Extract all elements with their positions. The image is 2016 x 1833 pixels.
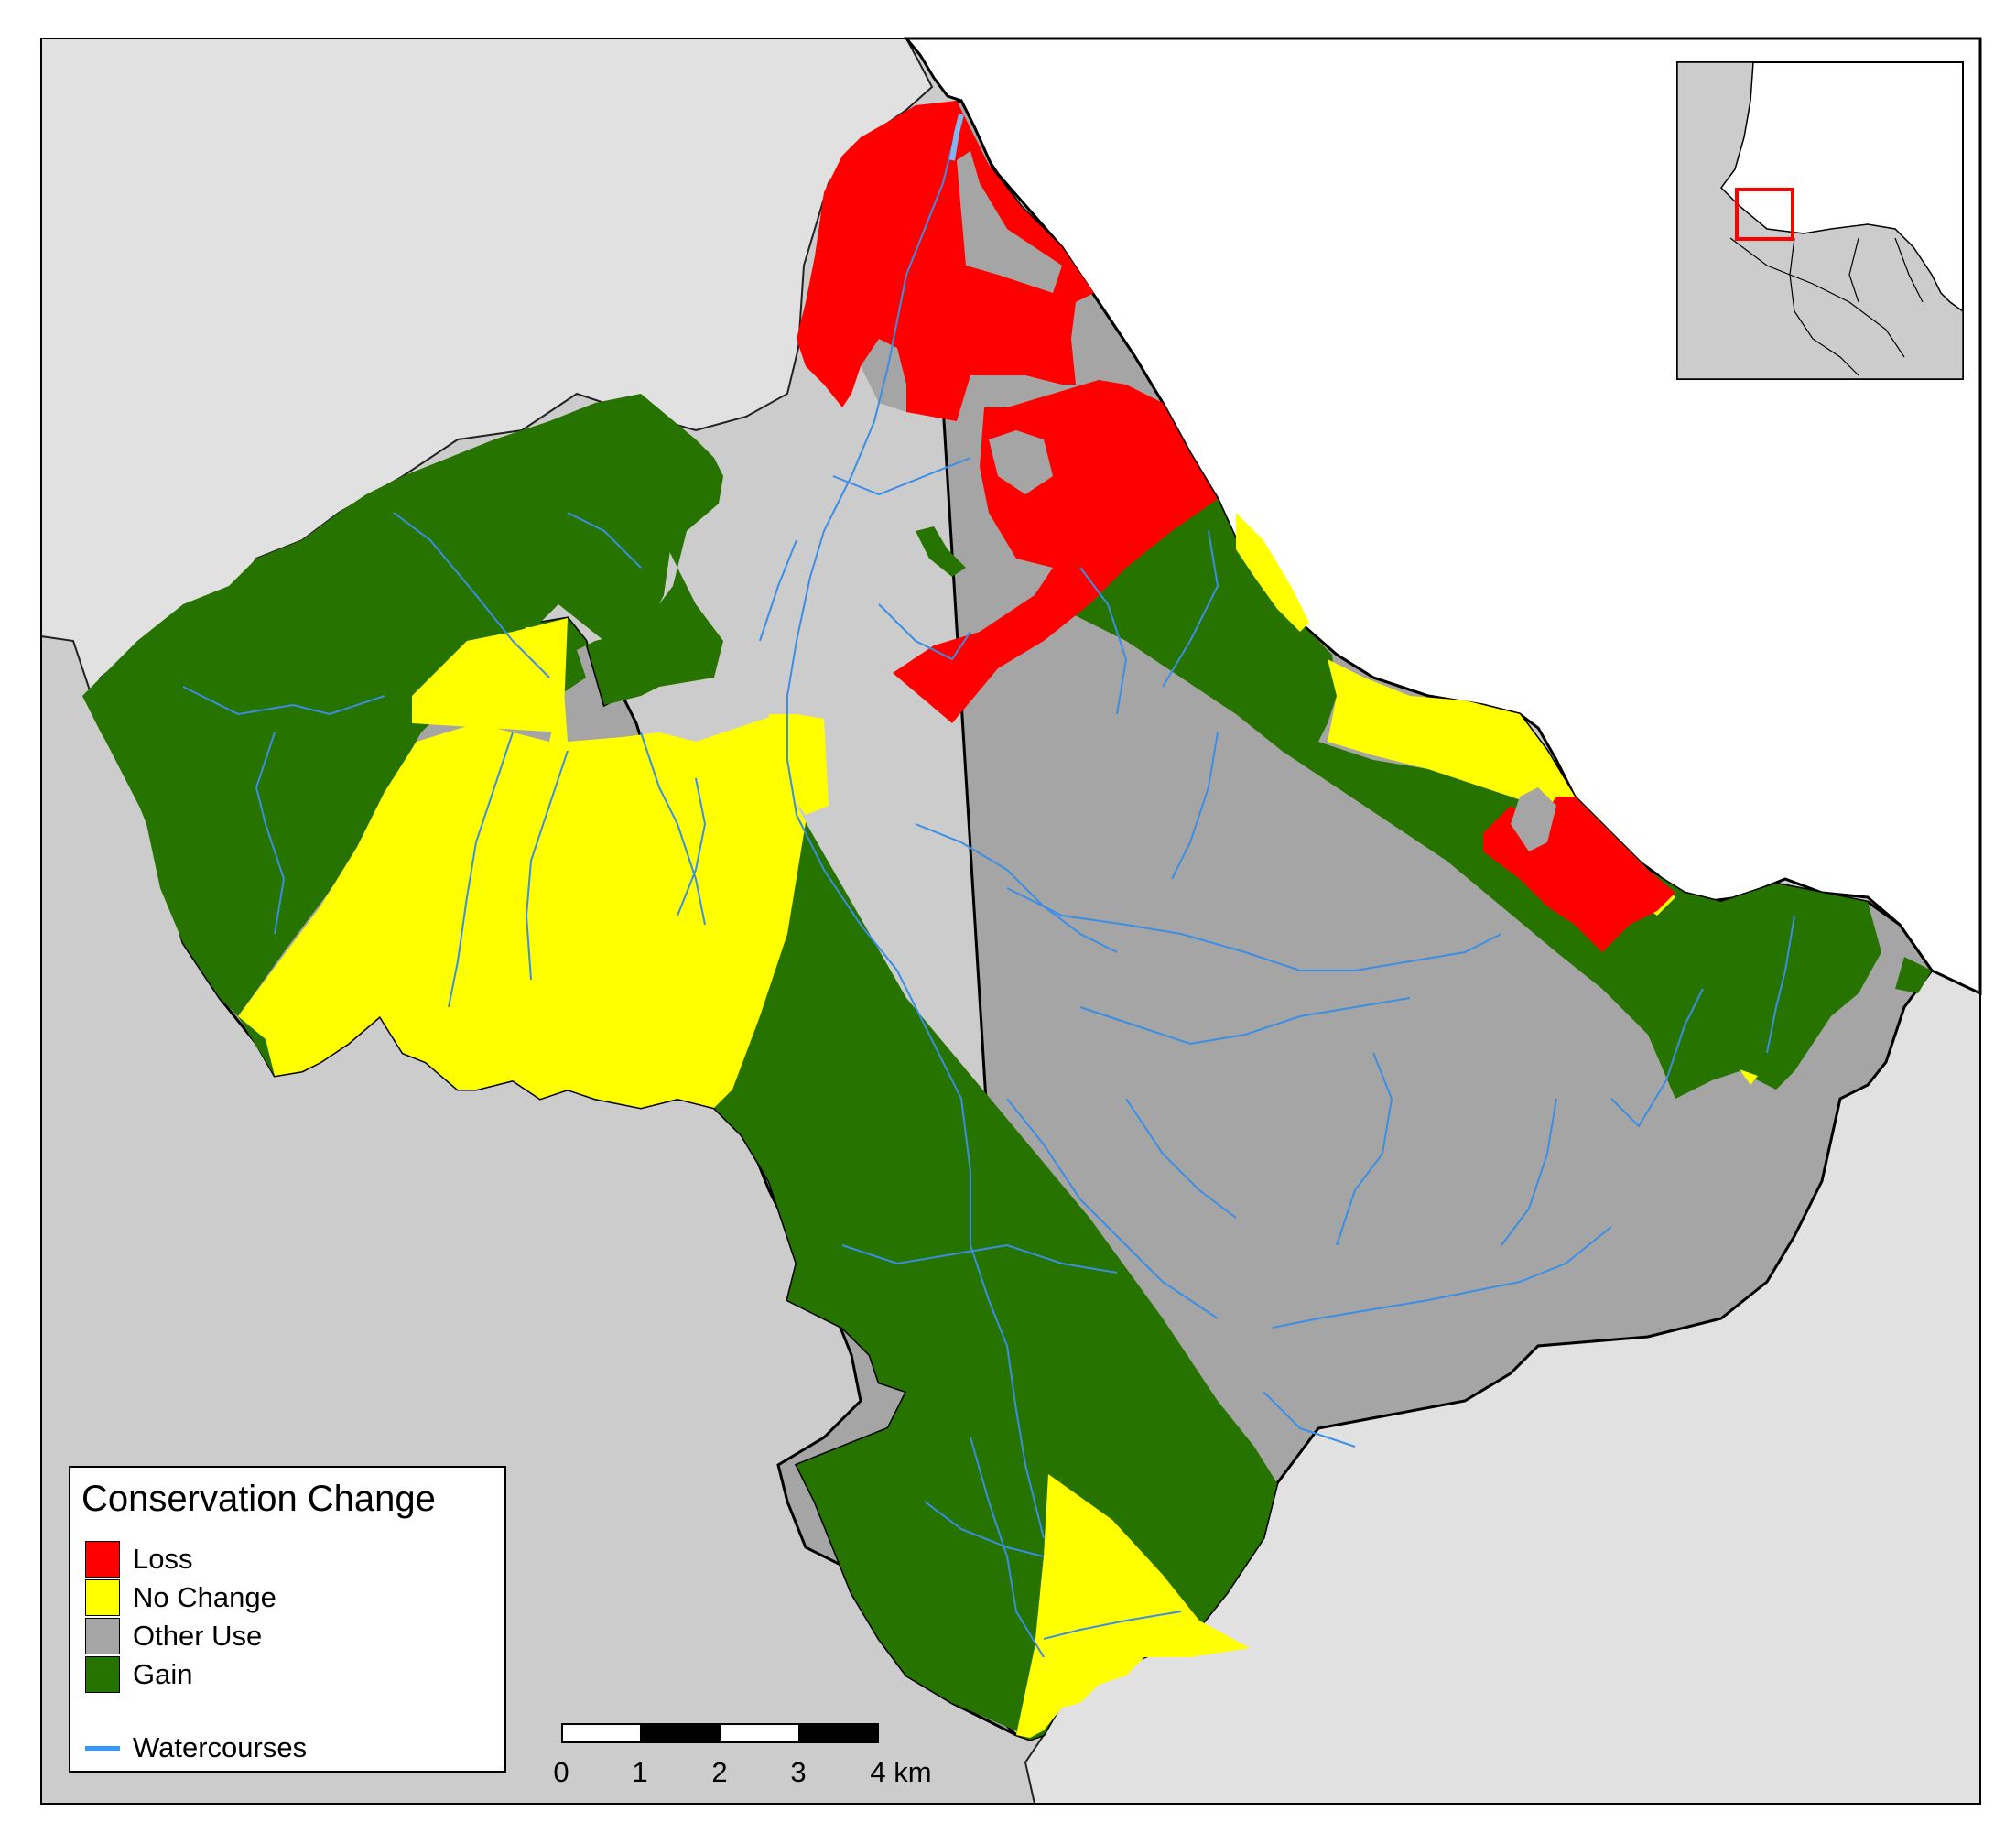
- legend-swatch-other-use: [85, 1618, 120, 1654]
- legend-label-other-use: Other Use: [133, 1620, 263, 1652]
- legend-swatch-gain: [85, 1656, 120, 1693]
- watercourses: [182, 114, 1795, 1658]
- inset-land: [1676, 61, 1964, 380]
- gain-west-main: [82, 394, 714, 1016]
- scale-segment-2: [640, 1723, 721, 1743]
- inset-boundaries: [1729, 237, 1924, 376]
- legend-line-watercourses: [85, 1746, 120, 1751]
- legend-title: Conservation Change: [81, 1479, 436, 1519]
- legend-label-loss: Loss: [133, 1543, 193, 1575]
- nochange-dot3: [1740, 1069, 1758, 1085]
- gain-central-east: [1044, 453, 1881, 1099]
- legend-label-watercourses: Watercourses: [133, 1731, 308, 1763]
- nochange-west-2: [412, 618, 568, 732]
- legend-swatch-loss: [85, 1541, 120, 1578]
- gain-central-south: [714, 822, 1277, 1740]
- nochange-south: [1016, 1474, 1250, 1738]
- otheruse-patch-4: [1511, 787, 1556, 851]
- inset-map: [1676, 61, 1964, 380]
- legend: Conservation Change Loss No Change Other…: [69, 1466, 506, 1773]
- scale-tick-3: 3: [790, 1756, 807, 1788]
- otheruse-patch-3: [989, 430, 1053, 494]
- scale-tick-1: 1: [632, 1756, 648, 1788]
- otheruse-patch-1: [861, 339, 906, 412]
- gain-blob: [916, 526, 966, 577]
- scale-bar: 0 1 2 3 4 km: [549, 1723, 934, 1796]
- legend-swatch-no-change: [85, 1579, 120, 1616]
- inset-highlight-box: [1735, 188, 1794, 241]
- gain-east-small: [1895, 957, 1932, 993]
- legend-label-gain: Gain: [133, 1658, 193, 1690]
- nochange-coast-1: [1236, 513, 1309, 632]
- scale-tick-4: 4 km: [870, 1756, 932, 1788]
- loss-north: [797, 101, 1094, 421]
- scale-segment-3: [720, 1723, 800, 1743]
- nochange-strip: [760, 714, 829, 815]
- scale-segment-1: [561, 1723, 642, 1743]
- legend-label-no-change: No Change: [133, 1581, 276, 1613]
- loss-mid: [893, 380, 1218, 723]
- scale-tick-2: 2: [711, 1756, 728, 1788]
- scale-segment-4: [798, 1723, 879, 1743]
- scale-tick-0: 0: [553, 1756, 569, 1788]
- otheruse-patch-2: [957, 151, 1062, 293]
